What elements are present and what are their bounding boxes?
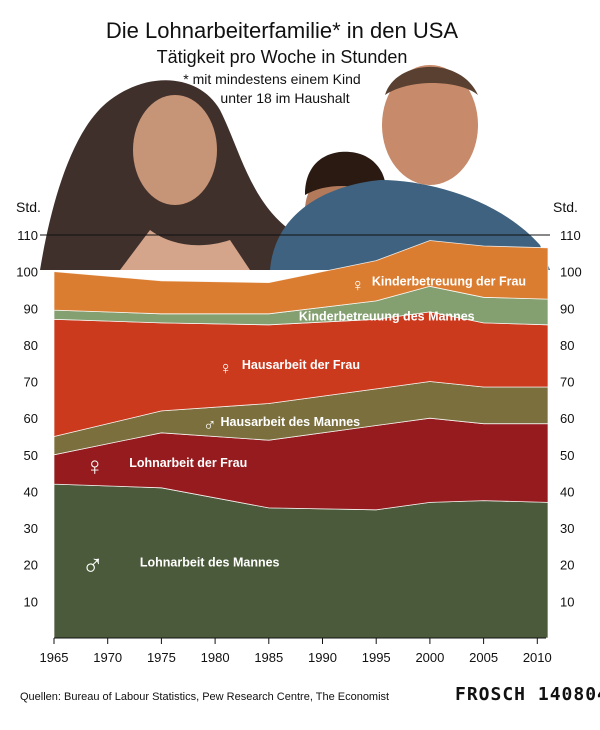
y-tick-right-110: 110 <box>560 228 581 243</box>
chart-title: Die Lohnarbeiterfamilie* in den USA <box>106 18 459 43</box>
x-tick-1985: 1985 <box>254 650 283 665</box>
y-axis-label-right: Std. <box>553 199 578 215</box>
x-tick-2010: 2010 <box>523 650 552 665</box>
source-note: Quellen: Bureau of Labour Statistics, Pe… <box>20 691 389 703</box>
symbol-kinderbetreuung-der-frau: ♀ <box>351 275 365 295</box>
x-tick-2000: 2000 <box>415 650 444 665</box>
symbol-hausarbeit-der-frau: ♀ <box>219 358 233 378</box>
y-tick-right-100: 100 <box>560 265 582 280</box>
y-tick-right-20: 20 <box>560 558 574 573</box>
label-kinderbetreuung-der-frau: Kinderbetreuung der Frau <box>372 275 526 289</box>
y-tick-left-30: 30 <box>24 521 38 536</box>
label-hausarbeit-des-mannes: Hausarbeit des Mannes <box>221 415 361 429</box>
y-tick-right-70: 70 <box>560 375 574 390</box>
y-tick-left-90: 90 <box>24 301 38 316</box>
y-tick-right-30: 30 <box>560 521 574 536</box>
x-tick-1990: 1990 <box>308 650 337 665</box>
x-tick-1980: 1980 <box>201 650 230 665</box>
y-tick-left-110: 110 <box>17 228 38 243</box>
y-tick-left-100: 100 <box>16 265 38 280</box>
x-tick-1995: 1995 <box>362 650 391 665</box>
label-lohnarbeit-des-mannes: Lohnarbeit des Mannes <box>140 556 280 570</box>
chart-subtitle: Tätigkeit pro Woche in Stunden <box>157 47 408 67</box>
x-tick-1965: 1965 <box>40 650 69 665</box>
y-tick-left-70: 70 <box>24 375 38 390</box>
family-photo-illustration <box>40 65 550 270</box>
y-tick-right-50: 50 <box>560 448 574 463</box>
y-tick-left-50: 50 <box>24 448 38 463</box>
y-tick-right-90: 90 <box>560 301 574 316</box>
y-axis-label-left: Std. <box>16 199 41 215</box>
label-lohnarbeit-der-frau: Lohnarbeit der Frau <box>129 456 247 470</box>
y-tick-right-10: 10 <box>560 594 574 609</box>
footnote-line-2: unter 18 im Haushalt <box>220 90 349 106</box>
area-kinderbetreuung-der-frau <box>53 240 549 315</box>
symbol-lohnarbeit-des-mannes: ♂ <box>81 550 104 583</box>
y-tick-right-80: 80 <box>560 338 574 353</box>
x-tick-1975: 1975 <box>147 650 176 665</box>
y-tick-left-40: 40 <box>24 485 38 500</box>
x-tick-2005: 2005 <box>469 650 498 665</box>
artist-signature: FROSCH 140804 <box>455 684 600 705</box>
y-tick-left-80: 80 <box>24 338 38 353</box>
y-tick-left-10: 10 <box>24 594 38 609</box>
x-tick-1970: 1970 <box>93 650 122 665</box>
y-tick-left-60: 60 <box>24 411 38 426</box>
y-tick-right-60: 60 <box>560 411 574 426</box>
label-kinderbetreuung-des-mannes: Kinderbetreuung des Mannes <box>299 310 475 324</box>
y-tick-left-20: 20 <box>24 558 38 573</box>
label-hausarbeit-der-frau: Hausarbeit der Frau <box>242 358 360 372</box>
symbol-lohnarbeit-der-frau: ♀ <box>85 451 105 481</box>
symbol-hausarbeit-des-mannes: ♂ <box>203 415 217 435</box>
y-tick-right-40: 40 <box>560 485 574 500</box>
footnote-line-1: * mit mindestens einem Kind <box>183 71 360 87</box>
